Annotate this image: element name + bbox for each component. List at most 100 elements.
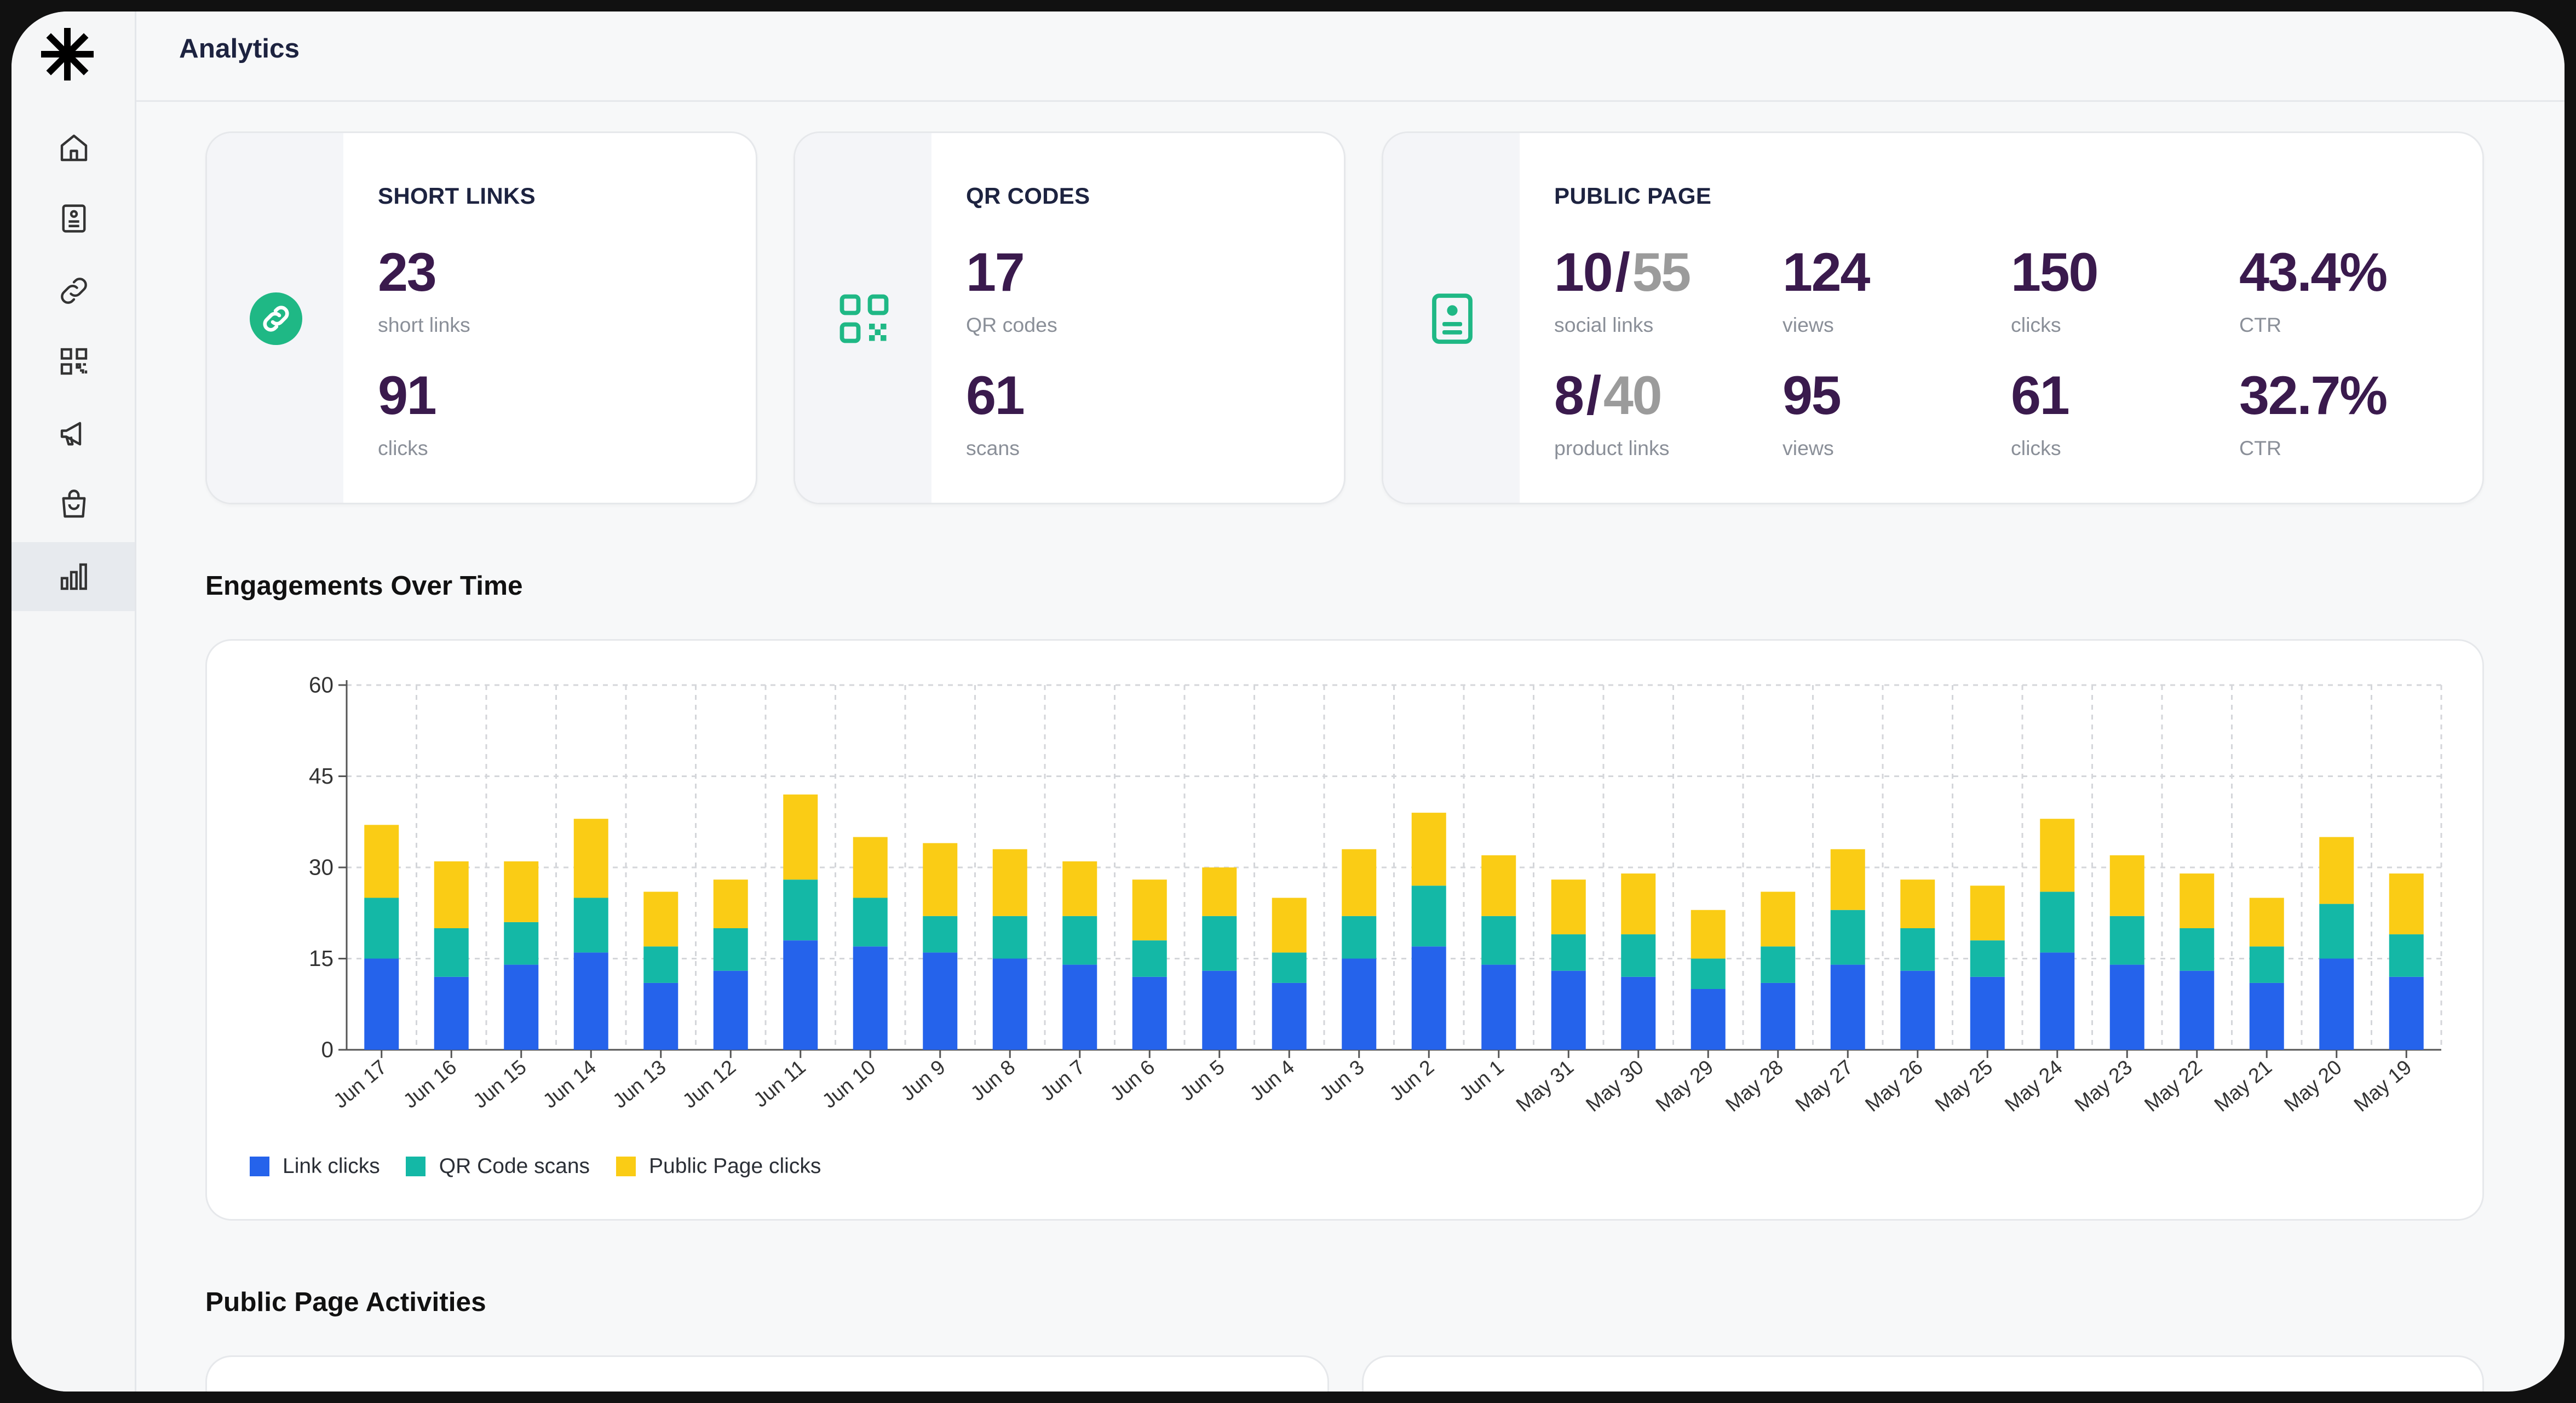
legend-swatch [616,1155,636,1176]
x-tick-label: May 19 [2349,1055,2416,1116]
bar-public-page-clicks [1481,855,1516,916]
qr-codes-card: QR CODES 17 QR codes 61 scans [794,131,1346,504]
home-icon [60,134,87,162]
bar-public-page-clicks [923,843,958,916]
bar-qr-code-scans [1761,946,1796,983]
bar-public-page-clicks [1202,867,1237,916]
x-tick-label: Jun 17 [329,1055,391,1113]
bar-link-clicks [2319,958,2354,1050]
bar-link-clicks [2180,970,2215,1050]
bar-public-page-clicks [1411,813,1446,886]
social-links-total: 55 [1632,242,1691,302]
asterisk-logo-icon[interactable] [41,28,94,81]
bar-qr-code-scans [923,916,958,953]
bar-qr-code-scans [1132,940,1167,977]
y-tick-label: 30 [309,855,334,880]
product-links-label: product links [1554,437,1670,460]
sidebar-item-pages[interactable] [12,184,135,253]
legend-item-qr-code-scans[interactable]: QR Code scans [406,1153,590,1178]
sidebar-item-campaigns[interactable] [12,399,135,468]
bar-link-clicks [1970,976,2005,1050]
y-tick-label: 0 [321,1037,334,1062]
social-clicks: 150 [2011,242,2098,302]
bar-link-clicks [1132,976,1167,1050]
bar-public-page-clicks [1132,879,1167,941]
x-tick-label: Jun 5 [1176,1055,1229,1105]
bar-public-page-clicks [2040,819,2075,892]
bar-qr-code-scans [1830,910,1865,965]
activities-section-title: Public Page Activities [205,1288,486,1318]
app-window: Analytics SHORT LINKS 23 short links [12,12,2565,1392]
x-tick-label: May 22 [2140,1055,2206,1116]
sidebar [12,12,136,1392]
contact-card-icon [1431,292,1472,343]
sidebar-item-qr-codes[interactable] [12,327,135,396]
legend-item-public-page-clicks[interactable]: Public Page clicks [616,1153,821,1178]
bar-qr-code-scans [643,946,679,983]
product-ctr-label: CTR [2239,437,2282,460]
x-tick-label: Jun 8 [966,1055,1019,1105]
x-tick-label: Jun 14 [538,1055,600,1113]
x-tick-label: Jun 12 [678,1055,740,1113]
bar-public-page-clicks [434,861,469,928]
x-tick-label: May 31 [1511,1055,1578,1116]
bar-public-page-clicks [2319,837,2354,904]
x-tick-label: May 20 [2280,1055,2346,1116]
bar-qr-code-scans [1202,916,1237,971]
bar-qr-code-scans [2180,928,2215,971]
bar-link-clicks [713,970,748,1050]
bar-link-clicks [2109,964,2144,1050]
bar-public-page-clicks [1272,898,1307,953]
product-clicks-label: clicks [2011,437,2061,460]
bar-link-clicks [434,976,469,1050]
social-links-ratio: 10/55 [1554,242,1691,302]
legend-item-link-clicks[interactable]: Link clicks [250,1153,380,1178]
sidebar-item-links[interactable] [12,256,135,325]
y-tick-label: 15 [309,946,334,971]
x-tick-label: Jun 7 [1036,1055,1089,1105]
bar-link-clicks [1551,970,1586,1050]
bar-link-clicks [783,940,818,1050]
product-views-label: views [1783,437,1834,460]
short-links-clicks-label: clicks [378,437,428,460]
bar-qr-code-scans [2109,916,2144,965]
y-tick-label: 45 [309,763,334,789]
public-page-card: PUBLIC PAGE 10/55 social links 124 views… [1382,131,2484,504]
bar-link-clicks [923,952,958,1050]
bar-link-clicks [992,958,1027,1050]
x-tick-label: May 24 [2000,1055,2067,1116]
product-views: 95 [1783,365,1842,426]
sidebar-item-analytics[interactable] [12,542,135,611]
short-links-count-label: short links [378,314,470,337]
x-tick-label: Jun 13 [608,1055,670,1113]
x-tick-label: May 25 [1930,1055,1997,1116]
bar-public-page-clicks [1342,849,1377,916]
bar-public-page-clicks [573,819,608,898]
bar-qr-code-scans [713,928,748,971]
bar-public-page-clicks [1062,861,1097,916]
main-content: Analytics SHORT LINKS 23 short links [136,12,2565,1392]
social-ctr: 43.4% [2239,242,2388,302]
link-icon [249,291,302,344]
activities-card-right [1362,1355,2484,1392]
bar-public-page-clicks [1900,879,1935,928]
shopping-bag-icon [61,490,85,518]
engagements-chart-card: 0 15 30 45 60 Jun 17 Jun 16 Jun 15 Jun 14 Jun 13 J… [205,639,2484,1221]
bar-public-page-clicks [1551,879,1586,935]
social-views: 124 [1783,242,1870,302]
x-tick-label: May 27 [1791,1055,1857,1116]
bar-qr-code-scans [1342,916,1377,959]
product-links-ratio: 8/40 [1554,365,1663,426]
card-title: PUBLIC PAGE [1554,182,1712,209]
chart-legend: Link clicks QR Code scans Public Page cl… [250,1153,821,1178]
sidebar-item-home[interactable] [12,113,135,182]
bar-public-page-clicks [2109,855,2144,916]
bar-link-clicks [1830,964,1865,1050]
bar-link-clicks [2249,982,2284,1050]
bar-public-page-clicks [2389,873,2424,935]
bar-link-clicks [1062,964,1097,1050]
bar-public-page-clicks [2180,873,2215,928]
sidebar-item-shop[interactable] [12,470,135,539]
